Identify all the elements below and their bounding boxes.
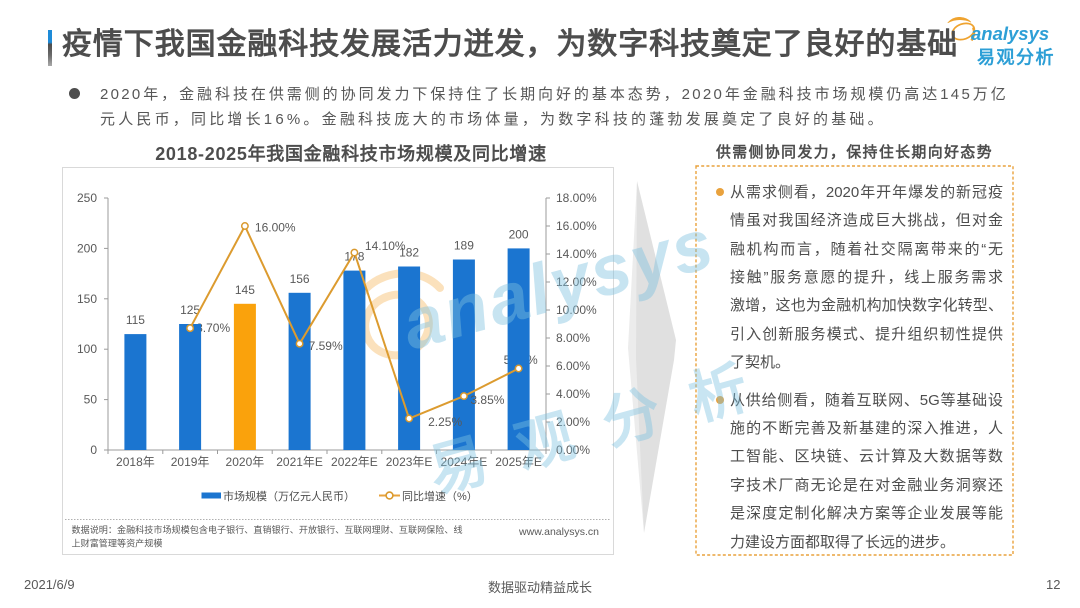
svg-text:市场规模（万亿元人民币）: 市场规模（万亿元人民币）	[223, 489, 355, 503]
svg-text:250: 250	[77, 191, 97, 205]
svg-text:数据说明：金融科技市场规模包含电子银行、直销银行、开放银行、: 数据说明：金融科技市场规模包含电子银行、直销银行、开放银行、互联网理财、互联网保…	[72, 524, 463, 535]
svg-text:2024年E: 2024年E	[441, 455, 488, 469]
svg-text:115: 115	[126, 313, 145, 327]
svg-text:3.85%: 3.85%	[470, 393, 504, 407]
svg-text:182: 182	[399, 246, 419, 260]
svg-text:8.70%: 8.70%	[196, 321, 230, 335]
svg-text:0: 0	[90, 443, 97, 457]
svg-text:7.59%: 7.59%	[309, 339, 343, 353]
svg-text:同比增速（%）: 同比增速（%）	[402, 489, 478, 503]
svg-text:16.00%: 16.00%	[556, 219, 597, 233]
svg-text:50: 50	[84, 393, 98, 407]
svg-text:16.00%: 16.00%	[255, 221, 296, 235]
svg-text:2018年: 2018年	[116, 455, 155, 469]
svg-text:analysys: analysys	[971, 23, 1049, 44]
svg-text:上财富管理等资产规模: 上财富管理等资产规模	[72, 538, 163, 549]
svg-text:18.00%: 18.00%	[556, 191, 597, 205]
svg-text:2022年E: 2022年E	[331, 455, 378, 469]
svg-text:8.00%: 8.00%	[556, 331, 590, 345]
svg-text:2023年E: 2023年E	[386, 455, 433, 469]
svg-text:14.10%: 14.10%	[365, 239, 406, 253]
svg-text:6.00%: 6.00%	[556, 359, 590, 373]
svg-text:易观分析: 易观分析	[977, 47, 1055, 68]
svg-text:189: 189	[454, 239, 474, 253]
svg-text:2021年E: 2021年E	[276, 455, 323, 469]
svg-text:2020年: 2020年	[226, 455, 265, 469]
svg-text:100: 100	[77, 342, 97, 356]
svg-text:0.00%: 0.00%	[556, 443, 590, 457]
svg-text:12.00%: 12.00%	[556, 275, 597, 289]
svg-text:www.analysys.cn: www.analysys.cn	[518, 526, 599, 538]
svg-text:145: 145	[235, 283, 255, 297]
svg-text:2.25%: 2.25%	[428, 415, 462, 429]
svg-text:150: 150	[77, 292, 97, 306]
svg-text:4.00%: 4.00%	[556, 387, 590, 401]
svg-text:200: 200	[509, 227, 529, 241]
svg-text:125: 125	[180, 303, 200, 317]
svg-text:2025年E: 2025年E	[495, 455, 542, 469]
svg-text:200: 200	[77, 241, 97, 255]
svg-text:2.00%: 2.00%	[556, 415, 590, 429]
svg-text:156: 156	[290, 272, 310, 286]
svg-text:14.00%: 14.00%	[556, 247, 597, 261]
svg-text:10.00%: 10.00%	[556, 303, 597, 317]
svg-text:2019年: 2019年	[171, 455, 210, 469]
